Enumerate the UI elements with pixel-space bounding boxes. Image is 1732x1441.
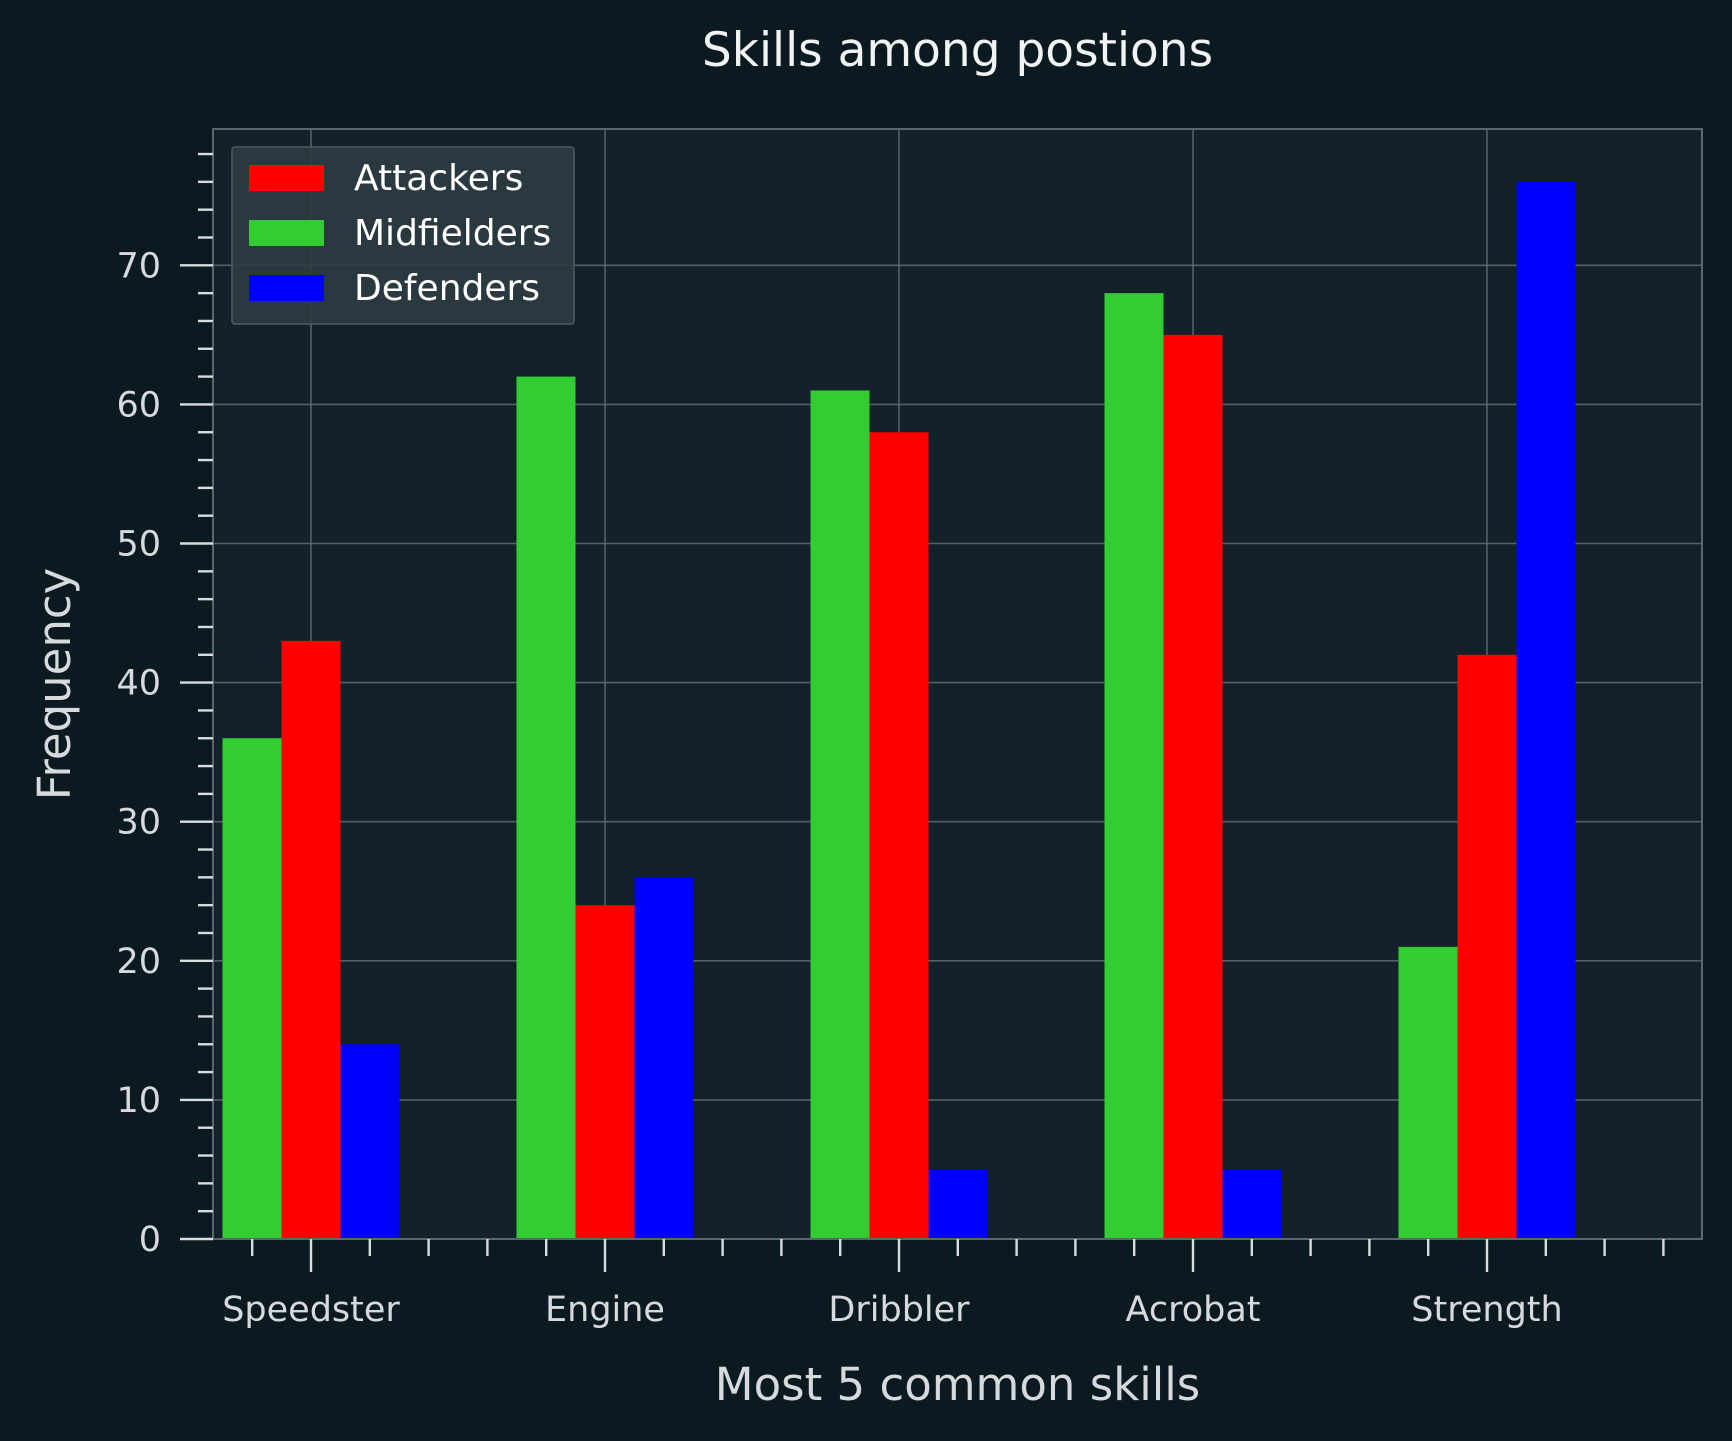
y-tick-label: 60 [116, 385, 161, 425]
bar-attackers-strength [1457, 654, 1517, 1239]
bar-attackers-dribbler [869, 432, 929, 1239]
legend: Attackers Midfielders Defenders [231, 146, 575, 325]
legend-label-midfielders: Midfielders [354, 213, 551, 254]
bar-attackers-engine [575, 905, 635, 1239]
x-tick-label-speedster: Speedster [222, 1290, 400, 1330]
bar-defenders-engine [634, 877, 694, 1239]
y-tick-label: 40 [116, 664, 161, 704]
y-tick-label: 10 [116, 1081, 161, 1121]
y-tick-label: 30 [116, 803, 161, 843]
bar-midfielders-engine [516, 376, 576, 1239]
x-axis-label: Most 5 common skills [715, 1358, 1200, 1411]
x-tick-label-strength: Strength [1411, 1290, 1562, 1330]
y-axis-label: Frequency [28, 568, 81, 800]
bar-midfielders-dribbler [810, 390, 870, 1239]
y-tick-label: 0 [139, 1220, 161, 1260]
bar-attackers-acrobat [1163, 334, 1223, 1240]
legend-swatch-attackers [249, 165, 324, 191]
y-tick-label: 70 [116, 246, 161, 286]
chart-title: Skills among postions [702, 23, 1213, 78]
bar-defenders-strength [1516, 181, 1576, 1239]
bar-defenders-dribbler [928, 1169, 988, 1239]
bars [222, 181, 1576, 1240]
bar-midfielders-strength [1398, 946, 1458, 1239]
bar-defenders-speedster [340, 1044, 400, 1239]
bar-defenders-acrobat [1222, 1169, 1282, 1239]
x-tick-label-engine: Engine [545, 1290, 665, 1330]
legend-swatch-midfielders [249, 220, 324, 246]
legend-swatch-defenders [249, 275, 324, 301]
bar-midfielders-acrobat [1104, 293, 1164, 1239]
x-tick-label-dribbler: Dribbler [828, 1290, 970, 1330]
axes: 0 10 20 30 40 50 60 70 Speedster Engine Dribbler Ac… [116, 128, 1703, 1330]
legend-label-attackers: Attackers [354, 158, 523, 199]
bar-midfielders-speedster [222, 738, 282, 1239]
bar-attackers-speedster [281, 640, 341, 1239]
y-tick-label: 50 [116, 525, 161, 565]
x-tick-label-acrobat: Acrobat [1126, 1290, 1261, 1330]
legend-label-defenders: Defenders [354, 268, 540, 309]
y-tick-label: 20 [116, 942, 161, 982]
